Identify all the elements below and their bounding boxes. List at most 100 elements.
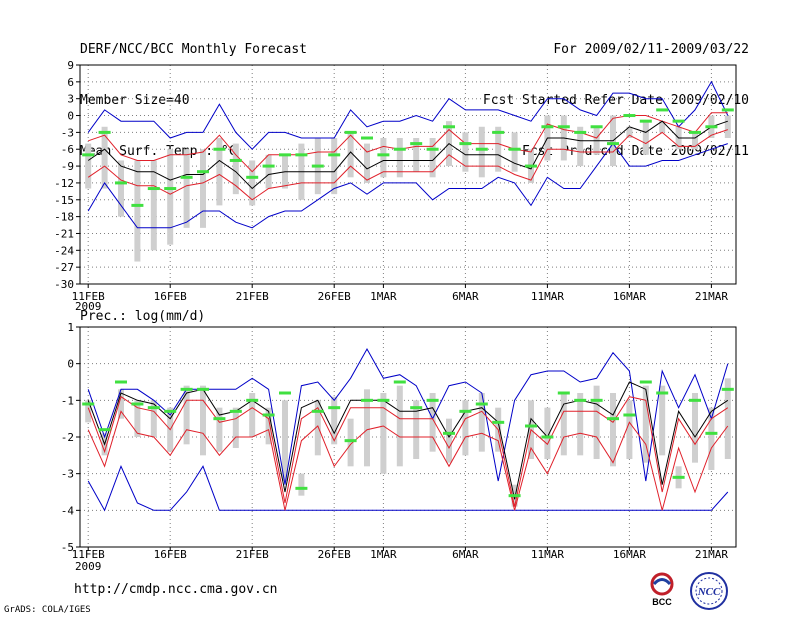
panel-title-precip: Prec.: log(mm/d) (80, 309, 205, 324)
spread-bar (347, 418, 354, 467)
obs-marker (557, 391, 570, 395)
obs-marker (115, 181, 127, 185)
spread-bar (380, 138, 387, 178)
spread-bar (626, 400, 633, 459)
obs-marker (656, 391, 669, 395)
x-tick-label: 16FEB (154, 548, 187, 561)
obs-marker (295, 153, 308, 157)
obs-marker (213, 147, 226, 151)
spread-bar (413, 138, 420, 172)
spread-bar (610, 393, 616, 467)
chart-panel-2: -5 -4 -3 -2 -1 0 1 11FEB 16FEB 21FEB 26FEB 1MAR 6MAR… (61, 321, 737, 573)
spread-bar (265, 407, 272, 445)
obs-marker (246, 175, 259, 179)
obs-marker (525, 164, 537, 168)
obs-marker (328, 406, 341, 410)
obs-marker (656, 108, 669, 112)
spread-bar (249, 160, 256, 206)
started-date: Fcst Started Refer Date 2009/02/10 (482, 93, 749, 108)
spread-bar (724, 115, 731, 138)
y-tick-label: -5 (61, 541, 74, 554)
obs-marker (639, 380, 652, 384)
obs-marker (82, 402, 95, 406)
series-line-lower (87, 410, 729, 511)
obs-marker (393, 380, 406, 384)
obs-marker (426, 147, 439, 151)
y-tick-label: -4 (61, 504, 75, 517)
x-tick-label: 6MAR (452, 290, 479, 303)
obs-marker (508, 147, 521, 151)
spread-bar (560, 393, 567, 456)
spread-bar (642, 385, 649, 463)
x-tick-label: 26FEB (318, 548, 351, 561)
obs-marker (197, 387, 209, 391)
spread-bar (396, 385, 403, 467)
spread-bar (692, 393, 698, 463)
x-tick-label: 21MAR (695, 548, 728, 561)
spread-bar (167, 149, 174, 245)
spread-bar (282, 400, 288, 481)
spread-bar (150, 400, 157, 437)
series-line-upper (87, 395, 729, 507)
footer-url[interactable]: http://cmdp.ncc.cma.gov.cn (74, 582, 278, 597)
x-tick-label: 21FEB (236, 290, 269, 303)
obs-marker (557, 125, 570, 129)
obs-marker (246, 398, 259, 402)
obs-marker (443, 125, 455, 129)
x-tick-label: 16MAR (613, 290, 646, 303)
spread-bar (232, 143, 239, 195)
member-size: Member Size=40 (80, 93, 190, 108)
spread-bar (200, 149, 206, 228)
plot-frame (79, 326, 737, 548)
obs-marker (377, 398, 390, 402)
obs-marker (98, 130, 111, 134)
spread-bar (396, 138, 403, 178)
y-tick-label: 0 (67, 358, 74, 371)
spread-bar (265, 154, 272, 189)
x-tick-label: 11MAR (531, 548, 564, 561)
spread-bar (413, 400, 420, 459)
forecast-period: For 2009/02/11-2009/03/22 (553, 42, 749, 57)
obs-marker (311, 409, 324, 413)
spread-bar (232, 407, 239, 448)
x-tick-label: 26FEB (318, 290, 351, 303)
spread-bar (364, 143, 370, 183)
obs-marker (393, 147, 406, 151)
series-line-mean (87, 120, 728, 190)
series-line-min (87, 142, 728, 229)
y-tick-label: 0 (67, 110, 74, 123)
obs-marker (164, 187, 177, 191)
y-tick-label: -3 (61, 468, 74, 481)
spread-bar (659, 121, 666, 133)
obs-marker (180, 387, 193, 391)
obs-marker (229, 409, 242, 413)
obs-marker (590, 398, 603, 402)
obs-marker (672, 119, 685, 123)
y-tick-label: 6 (67, 76, 74, 89)
bcc-logo-text: BCC (652, 597, 672, 607)
obs-marker (672, 475, 685, 479)
obs-marker (721, 108, 734, 112)
obs-marker (623, 114, 636, 118)
y-tick-label: -1 (61, 394, 74, 407)
y-tick-label: -9 (61, 160, 74, 173)
series-line-max (87, 80, 729, 150)
y-tick-label: 9 (67, 59, 74, 72)
spread-bar (364, 389, 370, 467)
obs-marker (311, 164, 324, 168)
plot-frame (79, 64, 737, 285)
obs-marker (721, 387, 734, 391)
obs-marker (541, 125, 554, 129)
spread-bar (216, 138, 223, 206)
ncc-logo-text: NCC (697, 586, 721, 598)
spread-bar (183, 149, 190, 228)
obs-marker (279, 391, 291, 395)
x-tick-label: 21FEB (236, 548, 269, 561)
obs-marker (689, 398, 701, 402)
x-tick-label: 1MAR (370, 548, 397, 561)
x-tick-label: 1MAR (370, 290, 397, 303)
obs-marker (213, 417, 226, 421)
obs-marker (607, 142, 619, 146)
x-year-label: 2009 (75, 300, 102, 313)
spread-bar (200, 385, 206, 456)
